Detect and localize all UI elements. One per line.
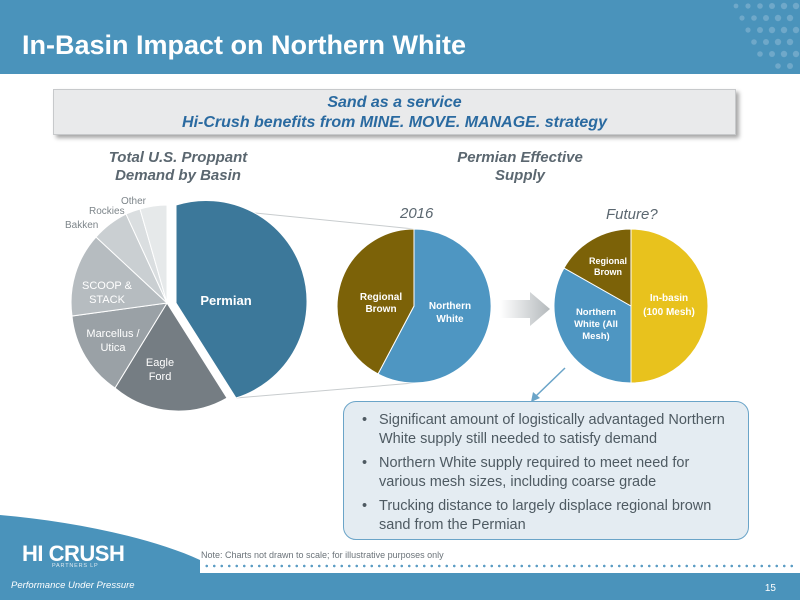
label-future-inbasin-line-2: (100 Mesh): [643, 307, 695, 318]
label-scoop-line-2: STACK: [89, 294, 126, 306]
slide-title: In-Basin Impact on Northern White: [22, 30, 467, 60]
slice-eagle-ford: [114, 302, 228, 412]
bullet-icon: •: [362, 455, 368, 471]
banner-line-1: Sand as a service: [327, 94, 462, 111]
label-2016-brown-line-2: Brown: [365, 304, 396, 315]
label-future-inbasin-line-1: In-basin: [650, 293, 688, 304]
slice-marcellus-utica: [71, 302, 168, 389]
year-label-2016: 2016: [400, 205, 434, 222]
connector-line-bottom: [235, 382, 415, 399]
label-other: Other: [121, 196, 147, 207]
left-chart-title: Total U.S. Proppant Demand by Basin: [88, 149, 268, 185]
slice-other: [139, 204, 168, 304]
company-logo-subtext: PARTNERS LP: [52, 563, 99, 569]
label-bakken: Bakken: [65, 220, 98, 231]
slice-future-regional-brown: [563, 228, 632, 307]
callout-bullet-list: • Significant amount of logistically adva…: [362, 411, 736, 535]
label-future-white-line-3: Mesh): [582, 331, 609, 342]
transition-arrow-icon: [500, 292, 550, 326]
label-2016-white-line-1: Northern: [429, 301, 471, 312]
left-pie: [70, 199, 308, 412]
slice-scoop-stack: [70, 236, 169, 317]
label-marcellus-line-1: Marcellus /: [86, 328, 140, 340]
label-eagle-ford-line-2: Ford: [149, 371, 172, 383]
footer-bar: [0, 573, 800, 600]
slice-future-northern-white: [553, 267, 632, 384]
label-eagle-ford-line-1: Eagle: [146, 357, 174, 369]
callout-bullet: • Significant amount of logistically adva…: [362, 412, 725, 447]
slice-2016-northern-white: [377, 228, 492, 384]
footnote: Note: Charts not drawn to scale; for ill…: [201, 550, 444, 560]
bullet-icon: •: [362, 498, 368, 514]
header-bar: [0, 0, 800, 74]
banner-line-2: Hi-Crush benefits from MINE. MOVE. MANAG…: [182, 114, 607, 131]
label-marcellus-line-2: Utica: [100, 342, 126, 354]
pie-future: [553, 228, 709, 384]
slice-future-in-basin: [630, 228, 709, 384]
label-2016-white-line-2: White: [436, 314, 464, 325]
label-future-white-line-2: White (All: [574, 319, 618, 330]
right-chart-title-line-2: Supply: [494, 167, 545, 184]
label-rockies: Rockies: [89, 206, 125, 217]
company-logo-text: HI CRUSH: [22, 541, 125, 566]
label-future-brown-line-1: Regional: [589, 256, 627, 266]
right-chart-title: Permian Effective Supply: [430, 149, 610, 185]
label-scoop-line-1: SCOOP &: [82, 280, 133, 292]
callout-bullet: • Trucking distance to largely displace r…: [362, 498, 712, 533]
left-chart-title-line-2: Demand by Basin: [115, 167, 241, 184]
strategy-banner: Sand as a service Hi-Crush benefits from…: [53, 89, 736, 135]
callout-bullet: • Northern White supply required to meet …: [362, 455, 690, 490]
company-tagline: Performance Under Pressure: [11, 580, 135, 591]
label-2016-brown-line-1: Regional: [360, 292, 402, 303]
left-chart-title-line-1: Total U.S. Proppant: [108, 149, 248, 166]
footer-dotted-line: [203, 564, 793, 568]
callout-box: • Significant amount of logistically adva…: [343, 401, 749, 540]
label-future-white-line-1: Northern: [576, 307, 616, 318]
year-label-future: Future?: [606, 206, 658, 223]
callout-pointer-line: [535, 367, 566, 397]
decorative-dots-icon: [733, 2, 800, 69]
bullet-icon: •: [362, 412, 368, 428]
label-permian: Permian: [200, 293, 251, 308]
slice-2016-regional-brown: [336, 228, 415, 375]
slice-permian: [175, 199, 308, 399]
pie-2016: [336, 228, 492, 384]
right-chart-title-line-1: Permian Effective: [457, 149, 583, 166]
label-future-brown-line-2: Brown: [594, 267, 622, 277]
callout-pointer-arrowhead-icon: [531, 392, 540, 402]
page-number: 15: [764, 583, 776, 594]
